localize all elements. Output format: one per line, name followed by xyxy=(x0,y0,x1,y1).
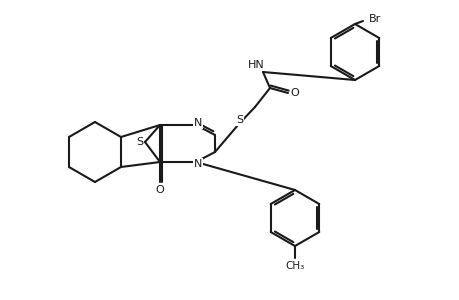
Text: O: O xyxy=(290,88,299,98)
Text: N: N xyxy=(193,159,202,169)
Text: CH₃: CH₃ xyxy=(285,261,304,271)
Text: O: O xyxy=(155,185,164,195)
Text: S: S xyxy=(136,137,143,147)
Text: N: N xyxy=(193,118,202,128)
Text: S: S xyxy=(236,115,243,125)
Text: Br: Br xyxy=(368,14,381,24)
Text: HN: HN xyxy=(247,60,264,70)
